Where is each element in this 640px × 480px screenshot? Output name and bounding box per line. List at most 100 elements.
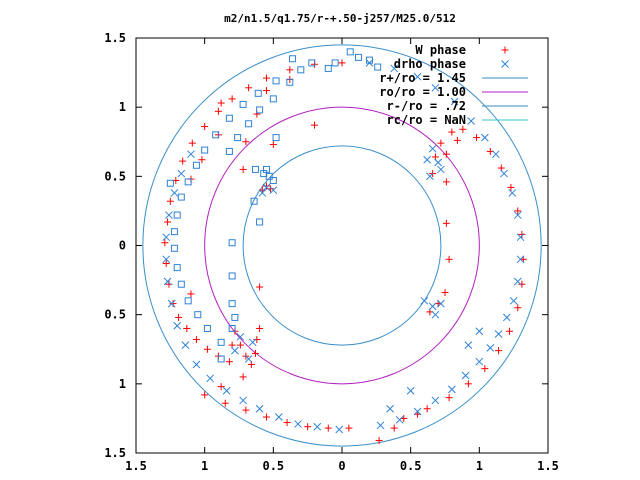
plus-marker — [217, 99, 225, 107]
marker-d2 — [269, 186, 278, 195]
cross-marker — [170, 189, 179, 197]
x-tick-label: 0 — [338, 459, 345, 473]
radius-circle — [142, 44, 542, 447]
cross-marker — [231, 346, 239, 355]
marker-d2 — [467, 117, 475, 125]
radius-circle — [242, 145, 442, 346]
cross-marker — [406, 386, 415, 395]
plus-marker — [514, 207, 522, 215]
plus-marker — [239, 165, 247, 173]
marker-d2 — [236, 332, 245, 341]
plus-marker — [253, 336, 261, 344]
radius-circles — [142, 44, 542, 447]
plus-marker — [445, 255, 453, 263]
cross-marker — [192, 360, 201, 369]
cross-marker — [502, 313, 511, 322]
plus-marker — [239, 373, 247, 381]
plus-marker — [442, 178, 450, 186]
marker-d2 — [420, 296, 429, 305]
plus-marker — [390, 424, 398, 432]
plus-marker — [338, 59, 346, 67]
square-marker — [354, 53, 362, 61]
plus-marker — [203, 345, 211, 353]
marker-d2 — [502, 313, 511, 322]
cross-marker — [413, 407, 422, 416]
marker-d2 — [165, 211, 173, 219]
cross-marker — [173, 321, 182, 330]
plus-marker — [162, 259, 170, 267]
plus-marker — [242, 138, 250, 146]
y-tick-label: 1.5 — [104, 31, 126, 45]
plus-marker — [518, 230, 526, 238]
cross-marker — [222, 386, 231, 395]
plus-marker — [324, 424, 332, 432]
marker-d2 — [516, 233, 525, 242]
cross-marker — [494, 330, 503, 338]
plus-marker — [214, 107, 222, 115]
legend-label: W phase — [415, 43, 466, 57]
marker-d2 — [448, 385, 456, 394]
cross-marker — [163, 277, 172, 286]
data-series — [161, 48, 527, 445]
marker-d2 — [395, 415, 404, 424]
marker-d2 — [413, 72, 422, 81]
plus-marker — [183, 325, 191, 332]
cross-marker — [255, 404, 264, 413]
chart-title: m2/n1.5/q1.75/r-+.50-j257/M25.0/512 — [224, 12, 456, 25]
cross-marker — [244, 355, 253, 363]
plus-marker — [345, 424, 353, 432]
marker-d2 — [170, 189, 179, 197]
square-marker — [239, 100, 247, 108]
plus-marker — [283, 419, 291, 427]
cross-marker — [513, 277, 522, 286]
cross-marker — [206, 374, 215, 383]
cross-marker — [239, 396, 247, 405]
plus-marker — [245, 84, 253, 92]
plus-marker — [514, 304, 522, 312]
cross-marker — [177, 169, 186, 178]
series-cross — [162, 59, 525, 434]
plus-marker — [201, 391, 209, 399]
cross-marker — [236, 332, 245, 341]
series-square — [166, 48, 382, 363]
marker-d2 — [480, 133, 489, 142]
marker-d2 — [494, 330, 503, 338]
marker-d2 — [163, 277, 172, 286]
plus-marker — [187, 290, 195, 298]
marker-d2 — [181, 341, 190, 349]
square-marker — [346, 48, 354, 56]
plus-marker — [228, 95, 236, 103]
cross-marker — [491, 150, 500, 159]
plus-marker — [286, 66, 294, 74]
square-marker — [272, 77, 280, 85]
marker-d2 — [431, 396, 440, 405]
square-marker — [170, 244, 178, 252]
plus-marker — [256, 325, 264, 332]
square-marker — [228, 300, 236, 308]
square-marker — [308, 59, 316, 67]
plus-marker — [441, 289, 449, 297]
square-marker — [269, 95, 277, 103]
cross-marker — [480, 133, 489, 142]
plus-marker — [506, 327, 514, 335]
x-tick-label: 1.5 — [125, 459, 147, 473]
plus-marker — [481, 365, 489, 373]
square-marker — [217, 338, 225, 346]
square-marker — [225, 114, 233, 122]
cross-marker — [431, 83, 440, 92]
cross-marker — [428, 302, 437, 311]
axis-ticks — [135, 37, 549, 454]
marker-d2 — [335, 425, 344, 434]
marker-d2 — [262, 183, 271, 192]
cross-marker — [181, 341, 190, 349]
square-marker — [184, 178, 192, 186]
y-tick-label: 0 — [119, 239, 126, 253]
cross-marker — [431, 396, 440, 405]
marker-d2 — [173, 321, 182, 330]
cross-marker — [450, 97, 459, 106]
legend-label: r-/ro = .72 — [387, 99, 466, 113]
plus-marker — [217, 383, 225, 391]
cross-marker — [167, 299, 176, 308]
